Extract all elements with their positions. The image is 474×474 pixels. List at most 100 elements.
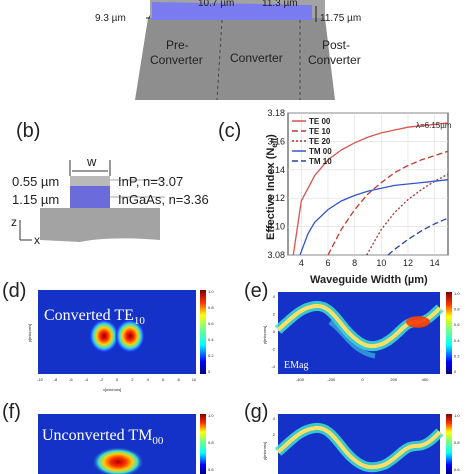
beam-path-secondary <box>328 319 376 359</box>
region-divider-1 <box>216 19 223 101</box>
mode-lobe-right <box>115 319 145 353</box>
panel-b: (b) w 0.55 µm 1.15 µm InP, n=3.07 InGaAs… <box>11 120 209 247</box>
chart-legend-label: TE 00 <box>309 117 331 126</box>
colorbar-tick-label: 0 <box>454 369 457 374</box>
panel-e-colorbar <box>446 292 452 374</box>
chart-ticks: 3.08 3.10 3.12 3.14 3.16 3.18 4 6 8 10 12 14 <box>267 108 439 268</box>
chart-x-axis-label: Waveguide Width (µm) <box>310 274 428 286</box>
panel-g: (g) 1.00.80.6 42 y[microns] <box>244 401 460 474</box>
panel-e-y-ticks: 4 2 0 -2 -4 <box>271 294 275 369</box>
panel-d-x-ticks: -10 -8 -6 -4 -2 0 2 4 6 8 10 <box>37 377 197 382</box>
panel-f-colorbar-ticks: 1.0 0.8 0.6 <box>208 413 214 472</box>
colorbar-tick-label: 0.4 <box>454 338 460 343</box>
colorbar-tick-label: 1.0 <box>208 413 214 418</box>
chart-legend-label: TM 00 <box>309 147 332 156</box>
panel-d-x-tick-label: 6 <box>162 377 165 382</box>
chart-x-tick-label: 14 <box>430 258 440 268</box>
panel-f-title: Unconverted TM00 <box>42 427 164 447</box>
panel-e-x-tick-label: -200 <box>327 377 336 382</box>
panel-d-x-tick-label: 2 <box>131 377 134 382</box>
colorbar-tick-label: 0.8 <box>454 307 460 312</box>
chart-x-tick-label: 10 <box>376 258 386 268</box>
x-axis-label: x <box>34 233 40 247</box>
colorbar-tick-label: 1.0 <box>454 413 460 418</box>
width-label: w <box>86 154 97 169</box>
chart-legend-label: TE 10 <box>309 127 331 136</box>
panel-d-x-tick-label: -8 <box>54 377 58 382</box>
colorbar-tick-label: 0.8 <box>208 305 214 310</box>
panel-c: (c) 3.08 3.10 3.12 3.14 3.16 3.18 4 6 8 10 12 14 Ef… <box>218 108 452 286</box>
chart-x-tick-label: 12 <box>403 258 413 268</box>
panel-d-x-tick-label: 10 <box>192 377 197 382</box>
colorbar-tick-label: 1.0 <box>208 289 214 294</box>
panel-e-y-tick-label: 4 <box>273 294 276 299</box>
panel-g-y-tick-label: 2 <box>273 432 276 437</box>
colorbar-tick-label: 0.6 <box>208 321 214 326</box>
panel-d-x-tick-label: 4 <box>147 377 150 382</box>
panel-e-x-tick-label: 400 <box>422 377 429 382</box>
panel-d-colorbar-ticks: 1.0 0.8 0.6 0.4 0.2 0 <box>208 289 214 374</box>
panel-f: (f) Unconverted TM00 1.0 0.8 0.6 <box>2 401 214 474</box>
chart-x-tick-label: 6 <box>325 258 330 268</box>
panel-d-x-tick-label: 8 <box>177 377 180 382</box>
panel-d-x-label: x[microns] <box>103 387 121 392</box>
panel-a: 9.3 µm 10.7 µm 11.3 µm 11.75 µm Pre- Con… <box>95 0 361 101</box>
panel-e-x-tick-label: 200 <box>390 377 397 382</box>
colorbar-tick-label: 0.8 <box>454 440 460 445</box>
ingaas-thickness: 1.15 µm <box>12 192 59 207</box>
panel-d-x-tick-label: -2 <box>100 377 104 382</box>
chart-lines <box>292 122 449 256</box>
tapered-waveguide <box>152 2 312 20</box>
ingaas-label: InGaAs, n=3.36 <box>118 192 209 207</box>
colorbar-tick-label: 0.6 <box>208 467 214 472</box>
colorbar-tick-label: 0.2 <box>208 353 214 358</box>
colorbar-tick-label: 1.0 <box>454 291 460 296</box>
dim-label-9-3: 9.3 µm <box>95 13 126 24</box>
panel-e-y-tick-label: 2 <box>273 312 276 317</box>
chart-y-tick-label: 3.18 <box>267 108 285 118</box>
mode-lobe-left <box>89 319 119 353</box>
inp-thickness: 0.55 µm <box>12 174 59 189</box>
chart-y-tick-label: 3.16 <box>267 136 285 146</box>
substrate <box>40 208 160 242</box>
dim-label-11-75: 11.75 µm <box>320 13 361 24</box>
mode-lobe-center <box>92 447 144 474</box>
dim-label-10-7: 10.7 µm <box>198 0 234 9</box>
dim-label-11-3: 11.3 µm <box>262 0 298 9</box>
panel-g-y-ticks: 42 <box>273 416 276 437</box>
chart-y-tick-label: 3.14 <box>267 165 285 175</box>
z-axis-label: z <box>11 215 17 229</box>
panel-e-x-tick-label: -400 <box>296 377 305 382</box>
panel-g-colorbar <box>446 414 452 474</box>
region-converter: Converter <box>230 51 283 65</box>
substrate-front <box>135 18 335 100</box>
region-post-line1: Post- <box>322 38 350 52</box>
chart-legend-label: TE 20 <box>309 137 331 146</box>
panel-g-y-tick-label: 4 <box>273 416 276 421</box>
beam-path-g-core <box>276 425 442 470</box>
panel-d-x-tick-label: -10 <box>37 377 44 382</box>
chart-y-tick-label: 3.10 <box>267 222 285 232</box>
panel-e-y-tick-label: -2 <box>271 347 275 352</box>
inp-layer <box>70 176 110 186</box>
colorbar-tick-label: 0.8 <box>208 440 214 445</box>
chart-x-tick-label: 8 <box>352 258 357 268</box>
panel-e-x-tick-label: 0 <box>361 377 364 382</box>
colorbar-tick-label: 0.2 <box>454 353 460 358</box>
chart-series-line-te-20 <box>366 173 449 256</box>
colorbar-tick-label: 0.6 <box>454 322 460 327</box>
panel-d-x-tick-label: -4 <box>84 377 88 382</box>
panel-f-letter: (f) <box>2 401 21 423</box>
panel-d-letter: (d) <box>2 280 26 302</box>
colorbar-tick-label: 0.4 <box>208 337 214 342</box>
panel-e-y-tick-label: -4 <box>271 364 275 369</box>
panel-b-letter: (b) <box>16 120 40 142</box>
chart-grid <box>288 112 448 256</box>
panel-g-letter: (g) <box>244 401 268 423</box>
chart-x-tick-label: 4 <box>299 258 304 268</box>
chart-y-tick-label: 3.08 <box>267 250 285 260</box>
panel-g-y-label: y[microns] <box>262 442 267 460</box>
panel-d-colorbar <box>200 290 206 374</box>
